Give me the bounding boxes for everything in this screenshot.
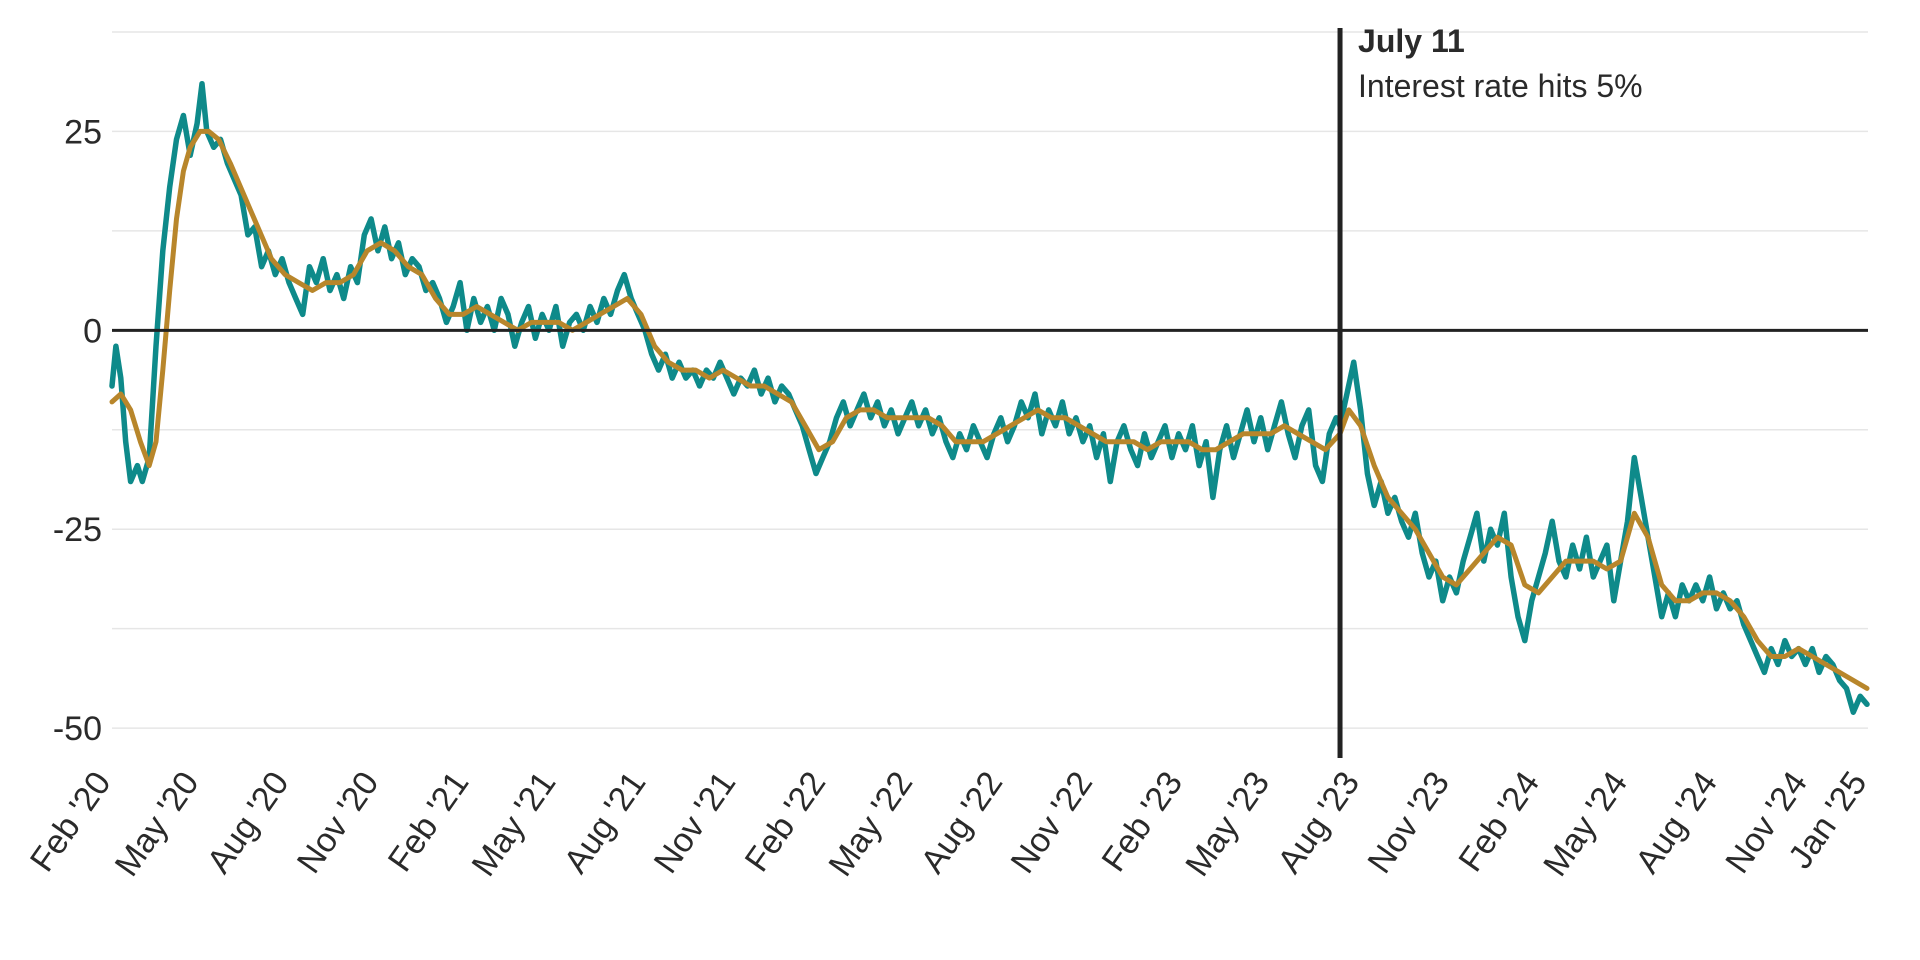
- y-tick-label: 25: [64, 113, 102, 151]
- x-tick-label: May '21: [465, 765, 564, 883]
- x-tick-label: Nov '22: [1004, 765, 1101, 880]
- annotation-text: Interest rate hits 5%: [1358, 68, 1643, 104]
- x-tick-label: May '24: [1536, 765, 1635, 883]
- series-line-moving-average: [109, 128, 1870, 691]
- x-tick-label: Nov '20: [290, 765, 387, 880]
- x-tick-label: Feb '23: [1095, 765, 1191, 879]
- annotation: July 11 Interest rate hits 5%: [1337, 23, 1643, 758]
- x-tick-label: Feb '20: [23, 765, 119, 879]
- x-tick-label: May '20: [108, 765, 207, 883]
- y-tick-label: -25: [53, 511, 102, 549]
- x-tick-label: Aug '23: [1270, 765, 1367, 880]
- x-tick-label: Aug '22: [914, 765, 1011, 880]
- x-tick-label: Feb '22: [738, 765, 834, 879]
- gridlines: [112, 31, 1868, 729]
- y-tick-label: -50: [53, 710, 102, 748]
- series-lines: [109, 80, 1870, 715]
- y-axis-tick-labels: 25 0 -25 -50: [53, 113, 102, 748]
- x-tick-label: May '23: [1178, 765, 1277, 883]
- series-line-daily: [109, 80, 1870, 715]
- y-tick-label: 0: [83, 312, 102, 350]
- x-tick-label: May '22: [821, 765, 920, 883]
- x-tick-label: Aug '21: [557, 765, 654, 880]
- x-tick-label: Aug '20: [200, 765, 297, 880]
- x-tick-label: Feb '21: [381, 765, 477, 879]
- x-tick-label: Aug '24: [1628, 765, 1725, 880]
- annotation-title: July 11: [1358, 23, 1465, 59]
- x-tick-label: Nov '23: [1360, 765, 1457, 880]
- x-tick-label: Feb '24: [1451, 765, 1547, 879]
- x-tick-label: Nov '21: [647, 765, 744, 880]
